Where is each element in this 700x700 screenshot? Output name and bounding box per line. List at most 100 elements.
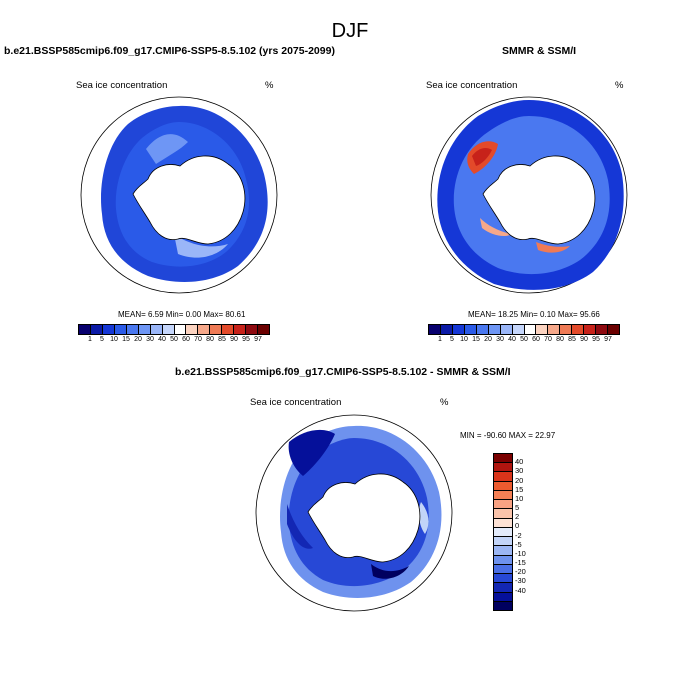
panel3-colorbar-box [494, 555, 512, 565]
panel1-colorbar-tick-label: 97 [254, 336, 262, 343]
panel1-colorbar-ticks: 1 5 10 15 20 30 40 50 60 70 80 85 90 95 97 [78, 335, 270, 343]
panel1-unit-label: % [265, 80, 274, 91]
panel2-colorbar-box [464, 325, 477, 334]
panel3-title: b.e21.BSSP585cmip6.f09_g17.CMIP6-SSP5-8.… [175, 366, 511, 378]
panel2-colorbar-box [524, 325, 537, 334]
panel2-colorbar-tick-label: 40 [508, 336, 516, 343]
figure-title: DJF [331, 20, 369, 42]
panel1-colorbar-box [246, 325, 259, 334]
panel1-colorbar-tick-label: 60 [182, 336, 190, 343]
panel2-colorbar-tick-label: 5 [450, 336, 454, 343]
panel1-title: b.e21.BSSP585cmip6.f09_g17.CMIP6-SSP5-8.… [4, 45, 335, 57]
panel1-colorbar-tick-label: 30 [146, 336, 154, 343]
panel1-colorbar-box [198, 325, 211, 334]
panel2-unit-label: % [615, 80, 624, 91]
panel2-stats: MEAN= 18.25 Min= 0.10 Max= 95.66 [468, 310, 600, 319]
panel1-colorbar-box [210, 325, 223, 334]
panel2-colorbar-box [536, 325, 549, 334]
panel1-colorbar-tick-label: 15 [122, 336, 130, 343]
panel3-colorbar-tick-label: 5 [515, 503, 520, 513]
panel2-colorbar-box [608, 325, 619, 334]
panel3-colorbar-tick-label: 20 [515, 475, 524, 485]
panel3-colorbar: 40 30 20 15 10 5 2 0 -2 -5 -10 -15 -20 -30 -40 [493, 453, 553, 611]
panel3-colorbar-box [494, 546, 512, 556]
panel2-variable-label: Sea ice concentration [426, 80, 518, 91]
panel2-colorbar-box [488, 325, 501, 334]
panel1-variable-label: Sea ice concentration [76, 80, 168, 91]
panel1-colorbar-tick-label: 80 [206, 336, 214, 343]
panel2-colorbar-box [584, 325, 597, 334]
panel1-colorbar-tick-label: 50 [170, 336, 178, 343]
panel3-colorbar-tick-label: 0 [515, 521, 520, 531]
panel1-colorbar-box [90, 325, 103, 334]
panel1-colorbar-box [138, 325, 151, 334]
panel2-colorbar-box [452, 325, 465, 334]
panel3-colorbar-box [494, 574, 512, 584]
panel3-colorbar-tick-label: -10 [515, 548, 526, 558]
panel2-colorbar-tick-label: 95 [592, 336, 600, 343]
panel3-colorbar-box [494, 509, 512, 519]
panel2-title: SMMR & SSM/I [502, 45, 577, 57]
panel3-colorbar-tick-label: -15 [515, 558, 526, 568]
panel1-colorbar-tick-label: 5 [100, 336, 104, 343]
panel3-colorbar-tick-label: -40 [515, 585, 526, 595]
panel1-colorbar-box [234, 325, 247, 334]
panel2-colorbar-box [512, 325, 525, 334]
panel1-colorbar-tick-label: 10 [110, 336, 118, 343]
panel3-colorbar-box [494, 537, 512, 547]
panel2-colorbar-tick-label: 90 [580, 336, 588, 343]
panel3-colorbar-box [494, 564, 512, 575]
panel2-colorbar-tick-label: 50 [520, 336, 528, 343]
panel3-variable-label: Sea ice concentration [250, 397, 342, 408]
panel3-colorbar-box [494, 601, 512, 610]
panel2-colorbar-tick-label: 1 [438, 336, 442, 343]
panel1-colorbar-tick-label: 90 [230, 336, 238, 343]
panel1-colorbar-box [174, 325, 187, 334]
panel1-colorbar-box [126, 325, 139, 334]
panel2-colorbar-tick-label: 10 [460, 336, 468, 343]
panel3-stats: MIN = -90.60 MAX = 22.97 [460, 431, 556, 440]
panel3-colorbar-box [494, 583, 512, 593]
panel2-colorbar-box [596, 325, 609, 334]
panel2-colorbar: 1 5 10 15 20 30 40 50 60 70 80 85 90 95 97 [428, 324, 620, 343]
panel2-polar-map [430, 96, 628, 294]
panel2-colorbar-tick-label: 60 [532, 336, 540, 343]
panel3-colorbar-box [494, 463, 512, 473]
panel2-colorbar-box [429, 325, 441, 334]
panel3-colorbar-box [494, 592, 512, 602]
panel3-colorbar-box [494, 481, 512, 491]
panel2-colorbar-box [548, 325, 561, 334]
panel1-stats: MEAN= 6.59 Min= 0.00 Max= 80.61 [118, 310, 246, 319]
panel3-colorbar-tick-label: 2 [515, 512, 520, 522]
panel2-colorbar-tick-label: 85 [568, 336, 576, 343]
panel2-colorbar-box [560, 325, 573, 334]
panel1-polar-map [80, 96, 278, 294]
panel3-polar-map [255, 414, 453, 612]
panel1-colorbar-tick-label: 70 [194, 336, 202, 343]
panel3-colorbar-tick-label: 30 [515, 466, 524, 476]
panel1-colorbar-tick-label: 40 [158, 336, 166, 343]
panel3-colorbar-tick-label: -5 [515, 539, 522, 549]
panel1-colorbar-tick-label: 95 [242, 336, 250, 343]
panel1-colorbar-tick-label: 85 [218, 336, 226, 343]
panel1-colorbar-boxes [78, 324, 270, 335]
panel2-colorbar-ticks: 1 5 10 15 20 30 40 50 60 70 80 85 90 95 97 [428, 335, 620, 343]
panel2-colorbar-boxes [428, 324, 620, 335]
panel3-colorbar-ticks: 40 30 20 15 10 5 2 0 -2 -5 -10 -15 -20 -30 -40 [515, 453, 551, 609]
panel2-colorbar-tick-label: 97 [604, 336, 612, 343]
panel3-colorbar-box [494, 500, 512, 510]
panel2-colorbar-box [440, 325, 453, 334]
panel3-colorbar-box [494, 527, 512, 538]
panel3-colorbar-tick-label: 10 [515, 493, 524, 503]
panel2-colorbar-box [500, 325, 513, 334]
panel2-colorbar-tick-label: 70 [544, 336, 552, 343]
panel1-colorbar-tick-label: 1 [88, 336, 92, 343]
panel1-colorbar-tick-label: 20 [134, 336, 142, 343]
panel3-colorbar-tick-label: -20 [515, 567, 526, 577]
panel1-colorbar-box [114, 325, 127, 334]
panel3-colorbar-tick-label: -30 [515, 576, 526, 586]
panel3-colorbar-tick-label: -2 [515, 530, 522, 540]
panel2-colorbar-box [572, 325, 585, 334]
panel2-colorbar-tick-label: 80 [556, 336, 564, 343]
panel2-colorbar-box [476, 325, 489, 334]
